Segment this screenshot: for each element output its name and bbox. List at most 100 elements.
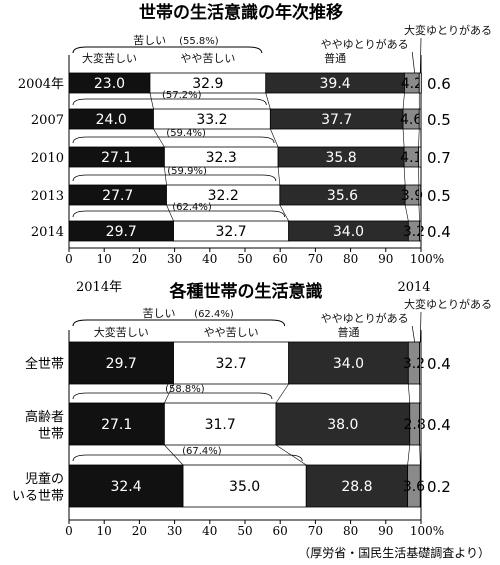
data-label-somewhat-easy: 2.8 xyxy=(404,417,426,433)
bar-somewhat-hard xyxy=(163,402,277,446)
data-label-very-easy: 0.4 xyxy=(427,416,451,434)
connector-line xyxy=(418,204,420,222)
connector-line xyxy=(407,444,411,466)
connector-line xyxy=(403,166,406,186)
row-total-hard: (59.4%) xyxy=(166,128,206,139)
x-tick-label: 80 xyxy=(343,252,358,266)
bar-normal xyxy=(288,341,409,385)
data-label-very-easy: 0.4 xyxy=(427,223,451,241)
category-label: 児童の xyxy=(25,471,64,487)
x-tick-label: 100% xyxy=(410,252,444,266)
x-tick-label: 100% xyxy=(410,524,444,538)
connector-line xyxy=(149,92,154,110)
bar-somewhat-hard xyxy=(182,464,307,508)
data-label-somewhat-hard: 35.0 xyxy=(229,479,260,495)
chart-annual-trend: 0 10 20 30 40 50 60 70 80 90 100%23.0 32.9 39.4 4.2 0.… xyxy=(18,23,492,266)
bar-very-easy xyxy=(418,184,422,206)
connector-line xyxy=(402,92,405,110)
connector-line xyxy=(265,92,271,110)
x-tick-label: 40 xyxy=(202,524,217,538)
data-label-somewhat-easy: 4.1 xyxy=(400,150,422,166)
bar-very-easy xyxy=(419,464,422,508)
data-label-somewhat-easy: 3.9 xyxy=(401,188,423,204)
bar-very-easy xyxy=(419,341,422,385)
category-label: 2013 xyxy=(31,189,64,204)
x-tick-label: 0 xyxy=(65,252,73,266)
group-total-hard: (55.8%) xyxy=(179,36,219,47)
bar-somewhat-hard xyxy=(173,341,290,385)
data-label-normal: 38.0 xyxy=(327,417,358,433)
data-label-very-hard: 29.7 xyxy=(106,356,137,372)
data-label-somewhat-easy: 4.2 xyxy=(401,76,423,92)
row-brace-hard xyxy=(72,98,267,106)
x-tick-label: 60 xyxy=(273,524,288,538)
row-brace-hard xyxy=(72,210,286,218)
connector-line xyxy=(408,383,411,404)
chart-title-2: 各種世帯の生活意識 xyxy=(169,281,323,302)
source-note: （厚労省・国民生活基礎調査より） xyxy=(298,546,490,560)
data-label-normal: 37.7 xyxy=(321,112,352,128)
data-label-somewhat-hard: 33.2 xyxy=(196,112,227,128)
bar-very-easy xyxy=(418,108,422,130)
x-tick-label: 70 xyxy=(308,524,323,538)
bar-normal xyxy=(275,402,411,446)
x-tick-label: 10 xyxy=(97,252,112,266)
data-label-somewhat-hard: 32.7 xyxy=(216,356,247,372)
data-label-normal: 34.0 xyxy=(333,356,364,372)
bar-very-easy xyxy=(419,402,422,446)
legend-somewhat-easy: ややゆとりがある xyxy=(321,311,409,325)
category-label: いる世帯 xyxy=(12,489,64,504)
x-tick-label: 20 xyxy=(132,524,147,538)
connector-line xyxy=(270,128,279,148)
legend-very-easy: 大変ゆとりがある xyxy=(404,297,492,311)
data-label-normal: 35.8 xyxy=(326,150,357,166)
x-tick-label: 90 xyxy=(378,524,393,538)
category-label: 2007 xyxy=(31,113,64,128)
connector-line xyxy=(275,383,289,404)
x-tick-label: 30 xyxy=(167,524,182,538)
data-label-very-hard: 27.1 xyxy=(101,417,132,433)
bar-very-hard xyxy=(68,402,165,446)
data-label-very-easy: 0.7 xyxy=(427,149,451,167)
bar-very-hard xyxy=(68,464,184,508)
category-label: 2014 xyxy=(31,225,64,240)
legend-normal: 普通 xyxy=(324,51,346,65)
category-label: 全世帯 xyxy=(25,356,64,372)
connector-line xyxy=(164,166,167,186)
data-label-very-easy: 0.6 xyxy=(427,75,451,93)
legend-normal: 普通 xyxy=(337,325,359,339)
data-label-normal: 35.6 xyxy=(327,188,358,204)
x-tick-label: 70 xyxy=(308,252,323,266)
row-total-hard: (59.9%) xyxy=(167,166,207,177)
row-brace-hard xyxy=(72,136,275,144)
data-label-very-hard: 32.4 xyxy=(110,479,141,495)
group-label-hard: 苦しい xyxy=(133,34,166,47)
data-label-somewhat-hard: 32.9 xyxy=(192,76,223,92)
category-label: 2004年 xyxy=(18,77,64,92)
legend-somewhat-hard: やや苦しい xyxy=(180,52,235,65)
data-label-somewhat-easy: 3.6 xyxy=(403,479,425,495)
row-total-hard: (58.8%) xyxy=(165,384,205,395)
data-label-somewhat-easy: 3.2 xyxy=(403,356,425,372)
category-label: 世帯 xyxy=(38,427,64,442)
legend-very-easy: 大変ゆとりがある xyxy=(404,23,492,37)
data-label-very-easy: 0.5 xyxy=(427,111,451,129)
connector-line xyxy=(166,204,174,222)
x-tick-label: 0 xyxy=(65,524,73,538)
x-tick-label: 30 xyxy=(167,252,182,266)
connector-line xyxy=(164,383,174,404)
bar-normal xyxy=(305,464,409,508)
bar-very-easy xyxy=(418,72,422,94)
connector-line xyxy=(153,128,165,148)
data-label-normal: 28.8 xyxy=(341,479,372,495)
bar-very-easy xyxy=(419,220,422,242)
row-brace-hard xyxy=(72,454,303,462)
row-total-hard: (57.2%) xyxy=(162,90,202,101)
legend-very-hard: 大変苦しい xyxy=(82,51,137,65)
x-tick-label: 80 xyxy=(343,524,358,538)
legend-leader-very-easy xyxy=(419,311,422,343)
data-label-somewhat-hard: 32.7 xyxy=(216,224,247,240)
data-label-normal: 39.4 xyxy=(320,76,351,92)
data-label-somewhat-hard: 31.7 xyxy=(205,417,236,433)
connector-line xyxy=(277,166,281,186)
